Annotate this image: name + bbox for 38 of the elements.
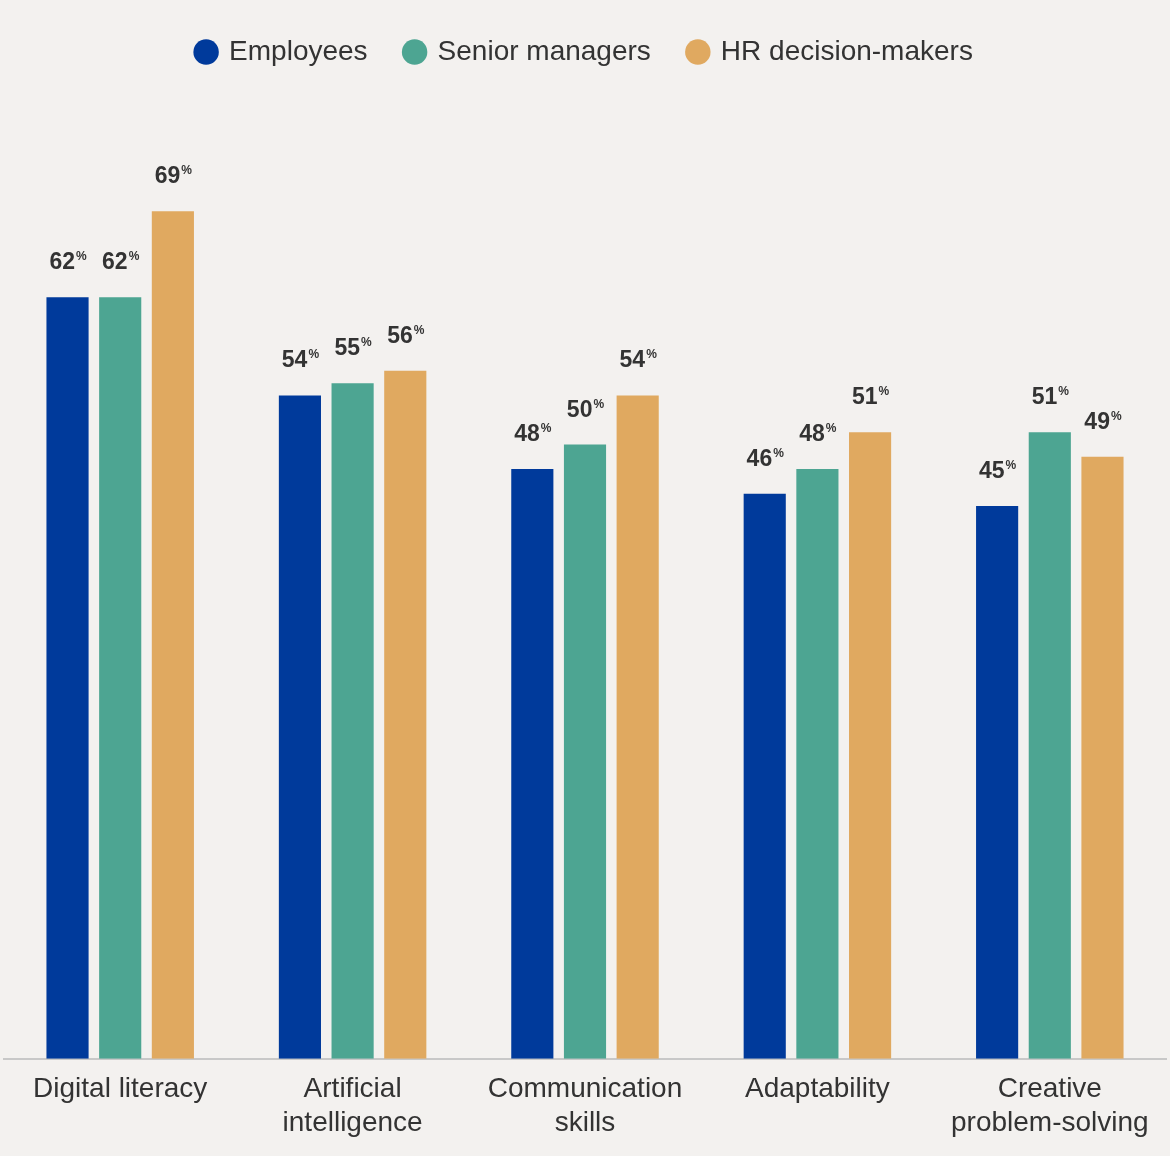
data-label: 46% [746,444,785,471]
x-tick-label: Adaptability [745,1072,890,1104]
data-label: 62% [49,248,87,275]
data-label: 54% [281,346,320,373]
bar [616,395,659,1059]
bar [976,505,1019,1059]
legend-label: Employees [229,34,368,66]
data-label: 54% [619,346,658,373]
bar [151,211,194,1059]
data-label: 69% [154,162,193,189]
data-label: 49% [1084,407,1122,434]
data-label: 62% [102,248,140,275]
data-label: 48% [514,420,552,447]
legend-label: HR decision-makers [720,34,973,66]
bar [849,432,892,1059]
bar [99,297,142,1059]
bar [743,493,786,1059]
legend-label: Senior managers [437,34,651,66]
bar [1081,456,1124,1059]
bar [46,297,89,1059]
x-tick-label: Creative problem-solving [950,1072,1149,1137]
data-label: 48% [799,420,837,447]
bar [796,469,839,1059]
x-tick-label: Artificial intelligence [282,1072,423,1137]
bar [384,370,427,1059]
bar [278,395,321,1059]
data-label: 55% [334,334,373,361]
x-tick-label: Digital literacy [33,1072,208,1104]
data-label: 51% [851,383,890,410]
data-label: 56% [387,321,425,348]
bar [563,444,607,1059]
data-label: 51% [1031,383,1070,410]
data-label: 50% [566,395,605,422]
bar [1028,432,1071,1059]
x-tick-label: Communication skills [487,1072,683,1137]
data-label: 45% [979,456,1017,483]
bar [331,383,374,1059]
bar [511,469,554,1059]
